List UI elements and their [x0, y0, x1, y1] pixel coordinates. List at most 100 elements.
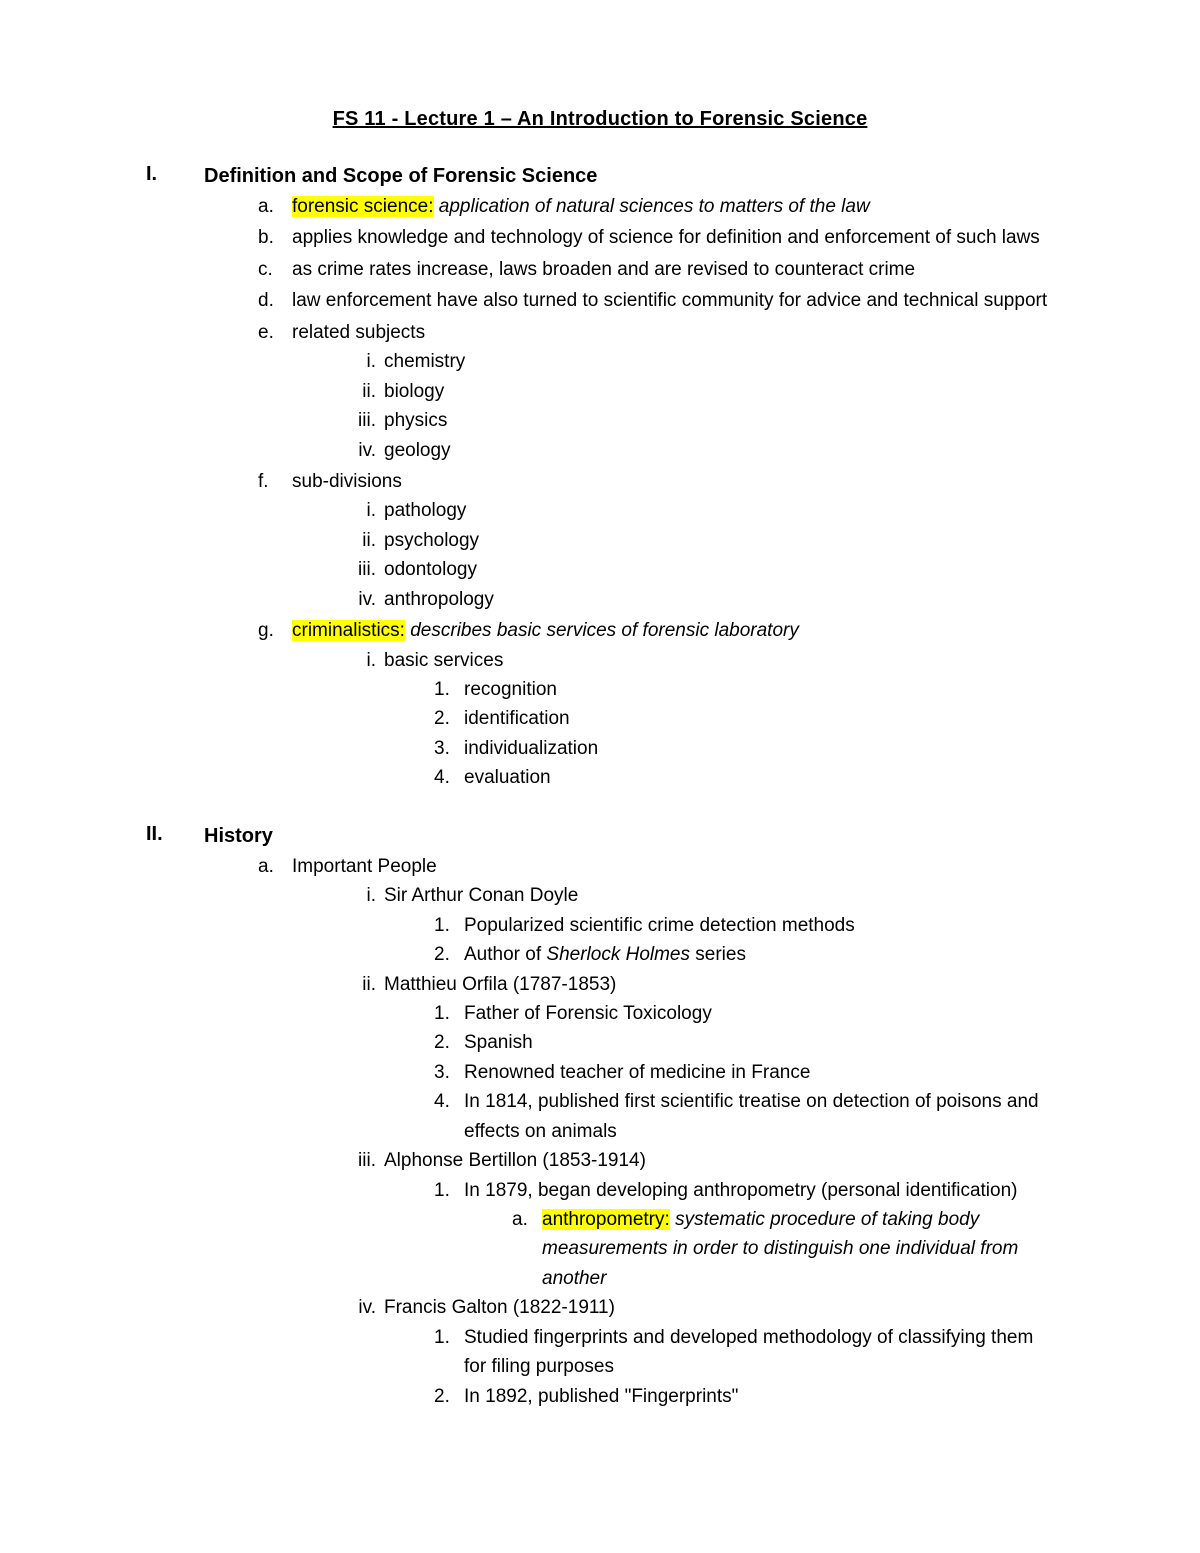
- item-2a-ii-4-text: In 1814, published first scientific trea…: [464, 1087, 1060, 1146]
- item-1g-i-text: basic services: [384, 650, 503, 671]
- item-1f: f. sub-divisions i. pathology ii. psycho…: [204, 467, 1060, 614]
- item-1d-number: d.: [258, 286, 292, 315]
- item-2a-number: a.: [258, 852, 292, 1411]
- item-1e-iii: iii. physics: [292, 406, 1060, 435]
- item-1f-iv-text: anthropology: [384, 585, 1060, 614]
- item-1a-body: forensic science: application of natural…: [292, 192, 1060, 221]
- section-1-body: Definition and Scope of Forensic Science…: [204, 163, 1060, 793]
- item-2a-iii-1-a: a. anthropometry: systematic procedure o…: [464, 1205, 1060, 1293]
- item-2a-i: i. Sir Arthur Conan Doyle 1. Popularized…: [292, 881, 1060, 969]
- item-1g-i-4-number: 4.: [434, 763, 464, 792]
- item-1c-number: c.: [258, 255, 292, 284]
- item-1g-body: criminalistics: describes basic services…: [292, 616, 1060, 793]
- item-1g-i-3-number: 3.: [434, 734, 464, 763]
- item-1g-number: g.: [258, 616, 292, 793]
- item-2a-i-text: Sir Arthur Conan Doyle: [384, 885, 578, 906]
- item-2a-ii-text: Matthieu Orfila (1787-1853): [384, 974, 616, 995]
- item-2a-i-1: 1. Popularized scientific crime detectio…: [384, 911, 1060, 940]
- document-title: FS 11 - Lecture 1 – An Introduction to F…: [140, 108, 1060, 131]
- item-2a-iv-body: Francis Galton (1822-1911) 1. Studied fi…: [384, 1293, 1060, 1411]
- item-1f-iv: iv. anthropology: [292, 585, 1060, 614]
- item-1c-text: as crime rates increase, laws broaden an…: [292, 255, 1060, 284]
- item-2a-iii-body: Alphonse Bertillon (1853-1914) 1. In 187…: [384, 1146, 1060, 1293]
- item-1e-iii-text: physics: [384, 406, 1060, 435]
- item-2a-i-1-number: 1.: [434, 911, 464, 940]
- item-1g-i-1-number: 1.: [434, 675, 464, 704]
- item-2a-iv-1: 1. Studied fingerprints and developed me…: [384, 1323, 1060, 1382]
- section-2-heading: History: [204, 823, 1060, 850]
- item-2a: a. Important People i. Sir Arthur Conan …: [204, 852, 1060, 1411]
- item-2a-iv-text: Francis Galton (1822-1911): [384, 1297, 615, 1318]
- item-2a-iii: iii. Alphonse Bertillon (1853-1914) 1. I…: [292, 1146, 1060, 1293]
- item-1f-ii: ii. psychology: [292, 526, 1060, 555]
- item-2a-iv-1-number: 1.: [434, 1323, 464, 1382]
- item-2a-iii-number: iii.: [348, 1146, 384, 1293]
- item-2a-i-body: Sir Arthur Conan Doyle 1. Popularized sc…: [384, 881, 1060, 969]
- item-1f-number: f.: [258, 467, 292, 614]
- item-1g-i-4: 4. evaluation: [384, 763, 1060, 792]
- item-1e-iv: iv. geology: [292, 436, 1060, 465]
- item-2a-ii-body: Matthieu Orfila (1787-1853) 1. Father of…: [384, 970, 1060, 1147]
- item-2a-ii-2-text: Spanish: [464, 1028, 1060, 1057]
- item-1e: e. related subjects i. chemistry ii. bio…: [204, 318, 1060, 465]
- item-2a-ii-3-number: 3.: [434, 1058, 464, 1087]
- item-1e-body: related subjects i. chemistry ii. biolog…: [292, 318, 1060, 465]
- item-2a-iii-1-number: 1.: [434, 1176, 464, 1294]
- item-1g-i-3: 3. individualization: [384, 734, 1060, 763]
- item-2a-iii-1-text: In 1879, began developing anthropometry …: [464, 1180, 1017, 1201]
- item-1f-iii: iii. odontology: [292, 555, 1060, 584]
- section-1-heading: Definition and Scope of Forensic Science: [204, 163, 1060, 190]
- section-gap: [140, 795, 1060, 819]
- item-1f-body: sub-divisions i. pathology ii. psycholog…: [292, 467, 1060, 614]
- item-1g: g. criminalistics: describes basic servi…: [204, 616, 1060, 793]
- item-2a-iv-2-number: 2.: [434, 1382, 464, 1411]
- item-1e-ii: ii. biology: [292, 377, 1060, 406]
- item-2a-ii-4: 4. In 1814, published first scientific t…: [384, 1087, 1060, 1146]
- item-2a-i-2: 2. Author of Sherlock Holmes series: [384, 940, 1060, 969]
- item-2a-ii-1: 1. Father of Forensic Toxicology: [384, 999, 1060, 1028]
- item-1a: a. forensic science: application of natu…: [204, 192, 1060, 221]
- item-2a-iii-1-body: In 1879, began developing anthropometry …: [464, 1176, 1060, 1294]
- item-1g-highlight: criminalistics:: [292, 620, 405, 641]
- item-2a-iv-2: 2. In 1892, published "Fingerprints": [384, 1382, 1060, 1411]
- item-2a-iv-1-text: Studied fingerprints and developed metho…: [464, 1323, 1060, 1382]
- item-1f-i-number: i.: [348, 496, 384, 525]
- item-1g-i-1: 1. recognition: [384, 675, 1060, 704]
- item-2a-ii-1-text: Father of Forensic Toxicology: [464, 999, 1060, 1028]
- item-1g-i-3-text: individualization: [464, 734, 1060, 763]
- item-2a-ii-3-text: Renowned teacher of medicine in France: [464, 1058, 1060, 1087]
- item-1g-i-2: 2. identification: [384, 704, 1060, 733]
- item-1d: d. law enforcement have also turned to s…: [204, 286, 1060, 315]
- item-1g-i-2-number: 2.: [434, 704, 464, 733]
- item-1f-text: sub-divisions: [292, 471, 402, 492]
- item-1e-i-text: chemistry: [384, 347, 1060, 376]
- item-1e-iv-number: iv.: [348, 436, 384, 465]
- item-2a-i-1-text: Popularized scientific crime detection m…: [464, 911, 1060, 940]
- item-1e-ii-text: biology: [384, 377, 1060, 406]
- item-1g-i-2-text: identification: [464, 704, 1060, 733]
- item-1f-i: i. pathology: [292, 496, 1060, 525]
- item-1f-iii-text: odontology: [384, 555, 1060, 584]
- section-1-number: I.: [140, 163, 204, 793]
- item-2a-ii-3: 3. Renowned teacher of medicine in Franc…: [384, 1058, 1060, 1087]
- item-1b: b. applies knowledge and technology of s…: [204, 223, 1060, 252]
- item-2a-iii-1: 1. In 1879, began developing anthropomet…: [384, 1176, 1060, 1294]
- item-2a-iv-2-text: In 1892, published "Fingerprints": [464, 1382, 1060, 1411]
- section-1: I. Definition and Scope of Forensic Scie…: [140, 163, 1060, 793]
- item-2a-iii-1-a-highlight: anthropometry:: [542, 1209, 670, 1230]
- item-2a-i-2-body: Author of Sherlock Holmes series: [464, 940, 1060, 969]
- item-2a-ii-2-number: 2.: [434, 1028, 464, 1057]
- item-2a-i-2-number: 2.: [434, 940, 464, 969]
- item-1b-text: applies knowledge and technology of scie…: [292, 223, 1060, 252]
- item-2a-ii-1-number: 1.: [434, 999, 464, 1028]
- item-2a-ii: ii. Matthieu Orfila (1787-1853) 1. Fathe…: [292, 970, 1060, 1147]
- item-2a-ii-4-number: 4.: [434, 1087, 464, 1146]
- item-2a-iii-1-a-number: a.: [512, 1205, 542, 1293]
- item-2a-body: Important People i. Sir Arthur Conan Doy…: [292, 852, 1060, 1411]
- item-1e-number: e.: [258, 318, 292, 465]
- item-1d-text: law enforcement have also turned to scie…: [292, 286, 1060, 315]
- item-1g-definition: describes basic services of forensic lab…: [405, 620, 799, 641]
- item-1e-iii-number: iii.: [348, 406, 384, 435]
- item-1a-definition: application of natural sciences to matte…: [434, 196, 870, 217]
- document-page: FS 11 - Lecture 1 – An Introduction to F…: [0, 0, 1200, 1553]
